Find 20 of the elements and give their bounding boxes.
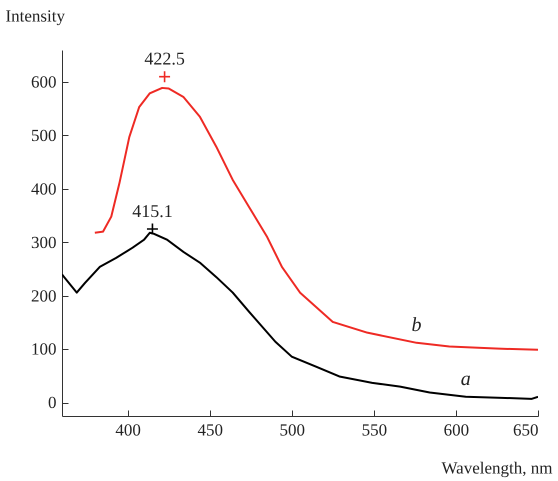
line-series bbox=[94, 86, 538, 351]
y-tick-label: 500 bbox=[31, 126, 56, 145]
series-label: a bbox=[460, 368, 471, 390]
y-tick-label: 200 bbox=[31, 286, 56, 306]
y-tick-label: 100 bbox=[31, 340, 56, 359]
x-tick-label: 450 bbox=[197, 420, 223, 440]
y-axis-title: Intensity bbox=[6, 6, 66, 26]
series-label: b bbox=[412, 314, 422, 336]
y-tick-label: 300 bbox=[31, 232, 56, 252]
annotation: 422.5 bbox=[144, 48, 185, 69]
x-tick-label: 600 bbox=[444, 420, 470, 440]
y-tick-label: 600 bbox=[31, 72, 56, 92]
x-tick-label: 400 bbox=[115, 420, 141, 440]
x-tick-label: 650 bbox=[513, 420, 538, 440]
annotation: 415.1 bbox=[132, 200, 173, 221]
y-tick-label: 0 bbox=[48, 393, 56, 412]
x-tick-label: 500 bbox=[280, 420, 306, 440]
x-axis-title: Wavelength, nm bbox=[442, 458, 552, 478]
x-tick-label: 550 bbox=[362, 420, 388, 440]
y-tick-label: 400 bbox=[31, 179, 56, 198]
